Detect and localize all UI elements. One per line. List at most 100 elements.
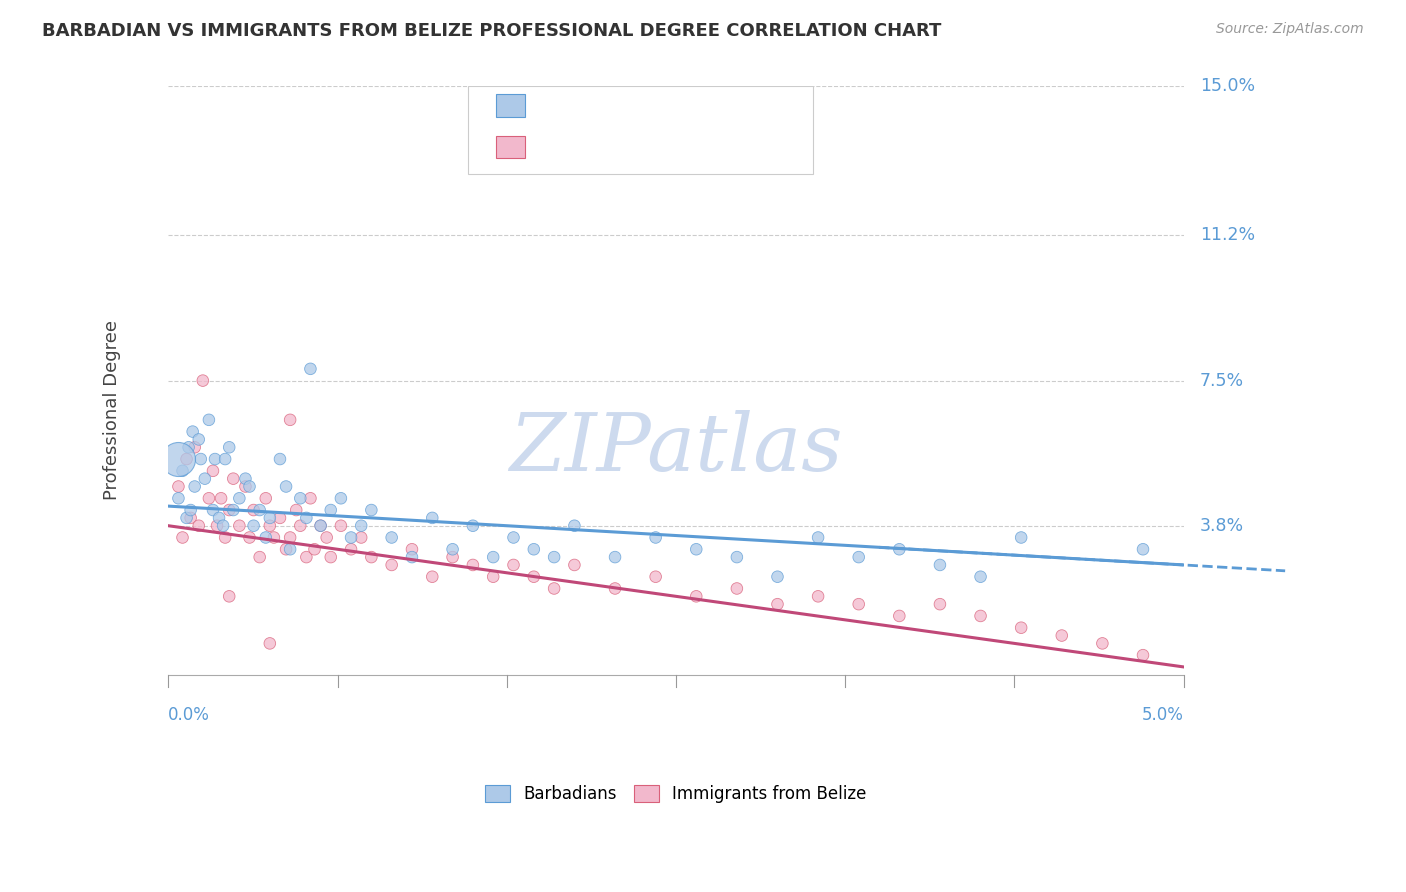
Point [848,550,870,565]
Point [523,542,546,557]
Point [319,550,342,565]
Point [180,503,202,517]
Point [259,511,281,525]
Point [1132,542,1154,557]
Point [420,570,443,584]
Point [969,570,991,584]
Point [269,511,291,525]
Point [214,531,236,545]
Point [523,570,546,584]
Point [299,361,322,376]
Point [889,542,911,557]
Point [228,491,250,506]
Point [183,479,205,493]
Point [172,531,194,545]
Text: Source: ZipAtlas.com: Source: ZipAtlas.com [1216,22,1364,37]
FancyBboxPatch shape [468,87,813,174]
Point [319,503,342,517]
Text: 15.0%: 15.0% [1199,78,1256,95]
Bar [496,136,524,159]
Point [190,452,212,467]
Point [295,550,318,565]
Text: 3.8%: 3.8% [1199,516,1244,534]
Point [278,413,301,427]
Point [441,542,464,557]
Point [181,425,204,439]
Point [685,590,707,604]
Point [309,518,332,533]
Point [218,503,240,517]
Text: R =: R = [537,96,572,114]
Point [420,511,443,525]
Point [543,550,565,565]
Point [212,518,235,533]
Point [441,550,464,565]
Point [172,464,194,478]
Point [201,464,224,478]
Point [309,518,332,533]
Point [340,531,363,545]
Point [254,491,277,506]
Point [329,518,352,533]
Text: 7.5%: 7.5% [1199,372,1244,390]
Point [201,503,224,517]
Point [969,609,991,624]
Point [329,491,352,506]
Point [176,511,198,525]
Text: N =: N = [623,96,671,114]
Point [766,570,789,584]
Text: ZIPatlas: ZIPatlas [509,410,842,488]
Text: 64: 64 [682,138,703,156]
Point [1091,636,1114,650]
Point [278,531,301,545]
Point [176,452,198,467]
Point [222,472,245,486]
Point [350,518,373,533]
Point [290,491,312,506]
Point [214,452,236,467]
Point [183,440,205,454]
Point [238,479,260,493]
Point [235,479,257,493]
Text: BARBADIAN VS IMMIGRANTS FROM BELIZE PROFESSIONAL DEGREE CORRELATION CHART: BARBADIAN VS IMMIGRANTS FROM BELIZE PROF… [42,22,942,40]
Point [644,570,666,584]
Point [167,452,190,467]
Point [889,609,911,624]
Point [685,542,707,557]
Point [269,452,291,467]
Text: -0.198: -0.198 [569,96,623,114]
Point [360,550,382,565]
Point [259,518,281,533]
Point [249,503,271,517]
Point [502,558,524,572]
Text: 59: 59 [682,96,703,114]
Point [259,636,281,650]
Point [278,542,301,557]
Bar [496,95,524,117]
Point [177,440,200,454]
Point [235,472,257,486]
Point [167,479,190,493]
Point [187,518,209,533]
Point [807,531,830,545]
Text: Professional Degree: Professional Degree [104,320,121,500]
Text: N =: N = [623,138,671,156]
Point [315,531,337,545]
Text: 11.2%: 11.2% [1199,227,1256,244]
Text: 5.0%: 5.0% [1142,706,1184,724]
Point [222,503,245,517]
Point [360,503,382,517]
Point [564,558,586,572]
Point [1010,531,1032,545]
Point [295,511,318,525]
Point [461,558,484,572]
Point [274,479,297,493]
Point [381,531,404,545]
Point [766,597,789,611]
Point [187,433,209,447]
Point [543,582,565,596]
Point [929,597,952,611]
Point [167,491,190,506]
Text: R =: R = [537,138,572,156]
Point [198,413,221,427]
